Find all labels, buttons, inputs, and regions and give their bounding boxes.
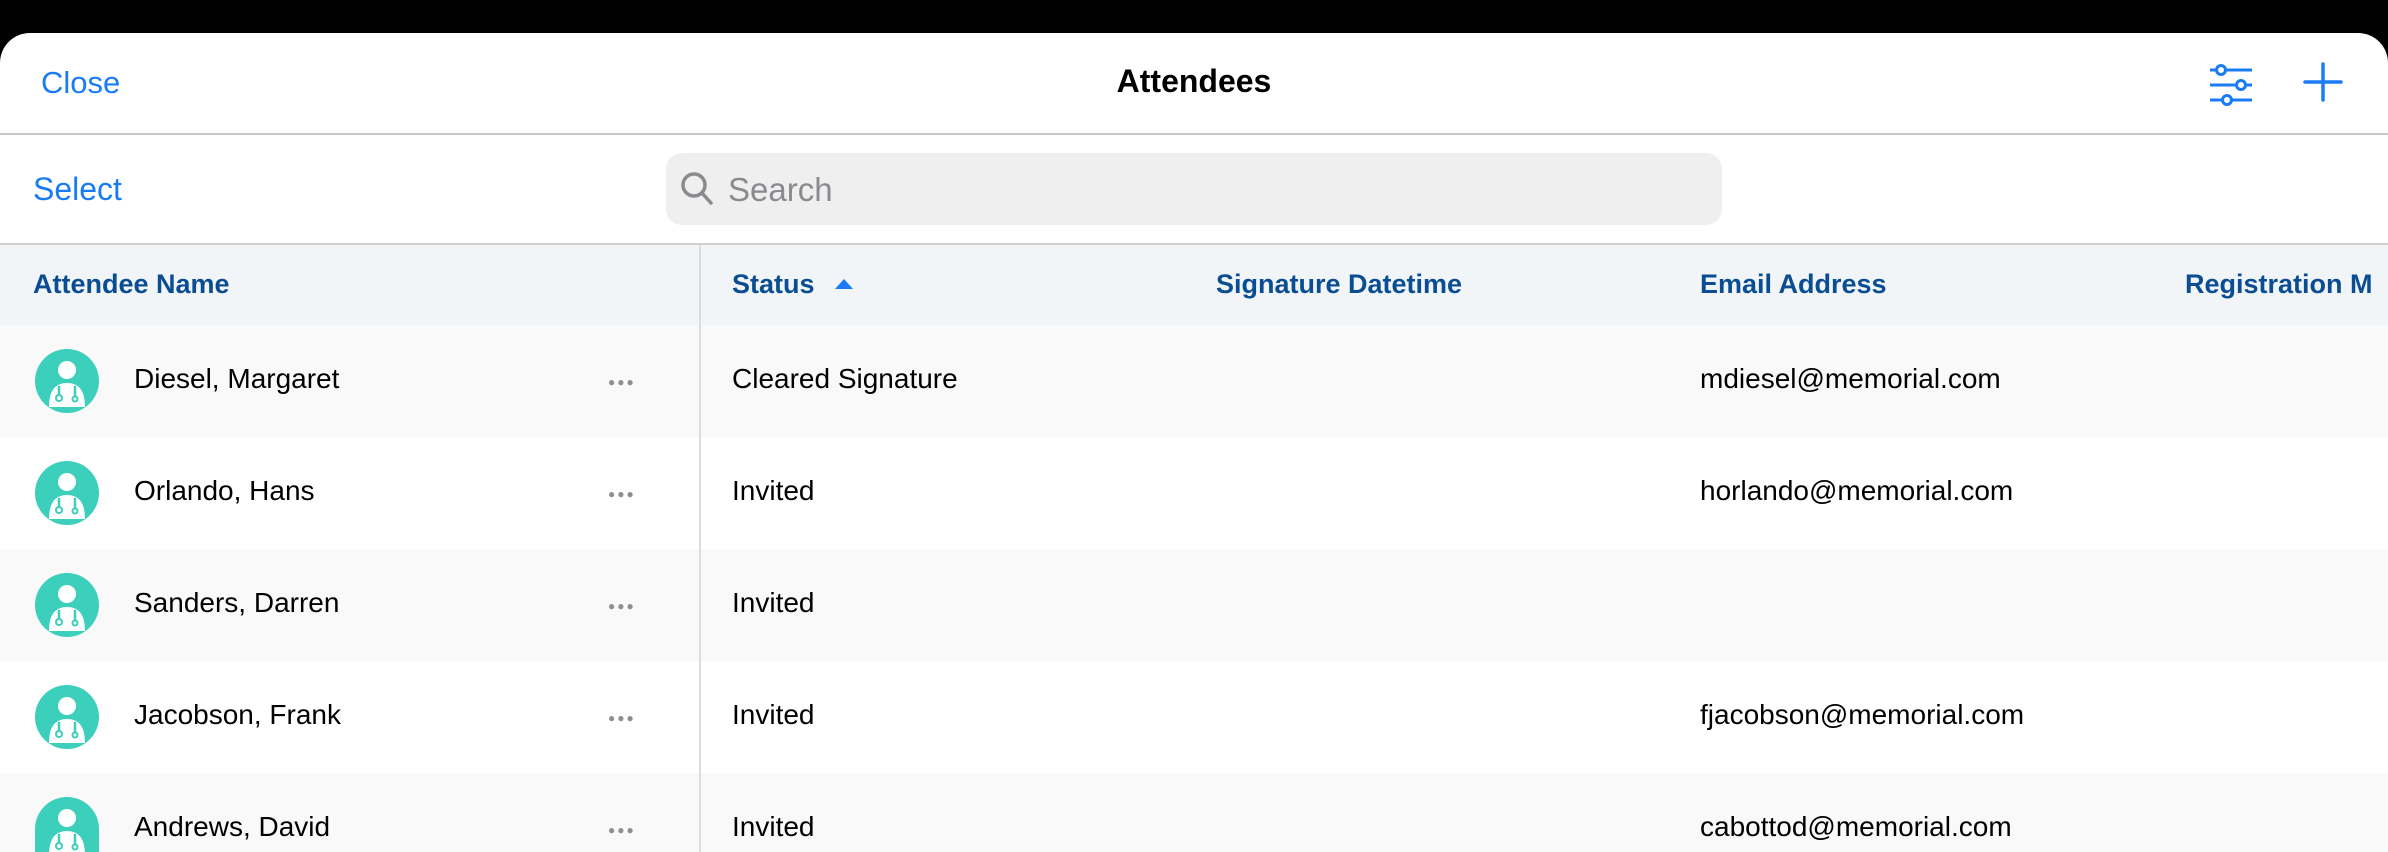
more-options-icon[interactable]: ●●● <box>608 487 636 501</box>
search-field[interactable] <box>666 153 1722 227</box>
more-options-icon[interactable]: ●●● <box>608 711 636 725</box>
status-cell: Invited <box>732 699 815 730</box>
status-cell: Invited <box>732 475 815 506</box>
attendee-name: Sanders, Darren <box>134 587 340 618</box>
sort-ascending-icon <box>834 279 853 289</box>
column-header-status[interactable]: Status <box>732 269 853 300</box>
column-header-registration[interactable]: Registration M <box>2185 269 2373 299</box>
column-header-signature-datetime[interactable]: Signature Datetime <box>1216 269 1463 299</box>
select-button[interactable]: Select <box>33 171 122 207</box>
more-options-icon[interactable]: ●●● <box>608 375 636 389</box>
doctor-avatar-icon <box>35 797 99 852</box>
doctor-avatar-icon <box>35 461 99 525</box>
toolbar: Select <box>0 135 2388 245</box>
search-input[interactable] <box>726 153 1710 227</box>
attendee-name: Andrews, David <box>134 811 331 842</box>
column-divider <box>699 245 701 852</box>
table-row[interactable]: Jacobson, Frank ●●● Invited fjacobson@me… <box>0 661 2388 773</box>
column-header-status-label: Status <box>732 269 815 299</box>
column-header-attendee-name[interactable]: Attendee Name <box>33 269 230 299</box>
attendee-name: Jacobson, Frank <box>134 699 341 730</box>
table-row[interactable]: Andrews, David ●●● Invited cabottod@memo… <box>0 773 2388 852</box>
attendee-name: Diesel, Margaret <box>134 363 340 394</box>
table-row[interactable]: Orlando, Hans ●●● Invited horlando@memor… <box>0 437 2388 549</box>
table-header: Attendee Name Status Signature Datetime … <box>0 245 2388 325</box>
status-cell: Invited <box>732 587 815 618</box>
status-cell: Invited <box>732 811 815 842</box>
email-cell: horlando@memorial.com <box>1700 475 2014 506</box>
doctor-avatar-icon <box>35 349 99 413</box>
page-title: Attendees <box>1116 63 1272 99</box>
email-cell: cabottod@memorial.com <box>1700 811 2012 842</box>
table-row[interactable]: Diesel, Margaret ●●● Cleared Signature m… <box>0 325 2388 437</box>
doctor-avatar-icon <box>35 573 99 637</box>
close-button[interactable]: Close <box>41 65 121 100</box>
doctor-avatar-icon <box>35 685 99 749</box>
attendees-modal: Close Attendees Select Attendee Name Sta… <box>0 33 2388 852</box>
status-cell: Cleared Signature <box>732 363 958 394</box>
table-row[interactable]: Sanders, Darren ●●● Invited <box>0 549 2388 661</box>
search-icon <box>681 172 713 205</box>
email-cell: mdiesel@memorial.com <box>1700 363 2001 394</box>
attendee-name: Orlando, Hans <box>134 475 315 506</box>
email-cell: fjacobson@memorial.com <box>1700 699 2025 730</box>
more-options-icon[interactable]: ●●● <box>608 599 636 613</box>
more-options-icon[interactable]: ●●● <box>608 823 636 837</box>
plus-icon[interactable] <box>2302 61 2344 103</box>
column-header-email-address[interactable]: Email Address <box>1700 269 1887 299</box>
sliders-icon[interactable] <box>2208 61 2254 107</box>
nav-bar: Close Attendees <box>0 33 2388 135</box>
attendees-table: Attendee Name Status Signature Datetime … <box>0 245 2388 852</box>
